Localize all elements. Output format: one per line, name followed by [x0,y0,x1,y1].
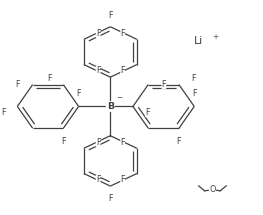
Text: F: F [96,29,100,38]
Text: F: F [145,108,149,117]
Text: F: F [192,89,196,98]
Text: F: F [108,11,113,20]
Text: F: F [1,108,5,117]
Text: F: F [177,137,181,146]
Text: F: F [96,138,100,147]
Text: F: F [161,80,166,89]
Text: F: F [120,29,125,38]
Text: F: F [108,194,113,203]
Text: F: F [120,66,125,75]
Text: F: F [120,138,125,147]
Text: F: F [61,137,65,146]
Text: B: B [107,102,114,111]
Text: F: F [15,80,19,89]
Text: Li: Li [194,36,203,46]
Text: F: F [47,74,51,83]
Text: F: F [191,74,195,83]
Text: +: + [212,34,218,40]
Text: F: F [96,175,100,184]
Text: O: O [209,185,216,194]
Text: F: F [76,89,81,98]
Text: F: F [96,66,100,75]
Text: −: − [116,95,122,101]
Text: F: F [120,175,125,184]
